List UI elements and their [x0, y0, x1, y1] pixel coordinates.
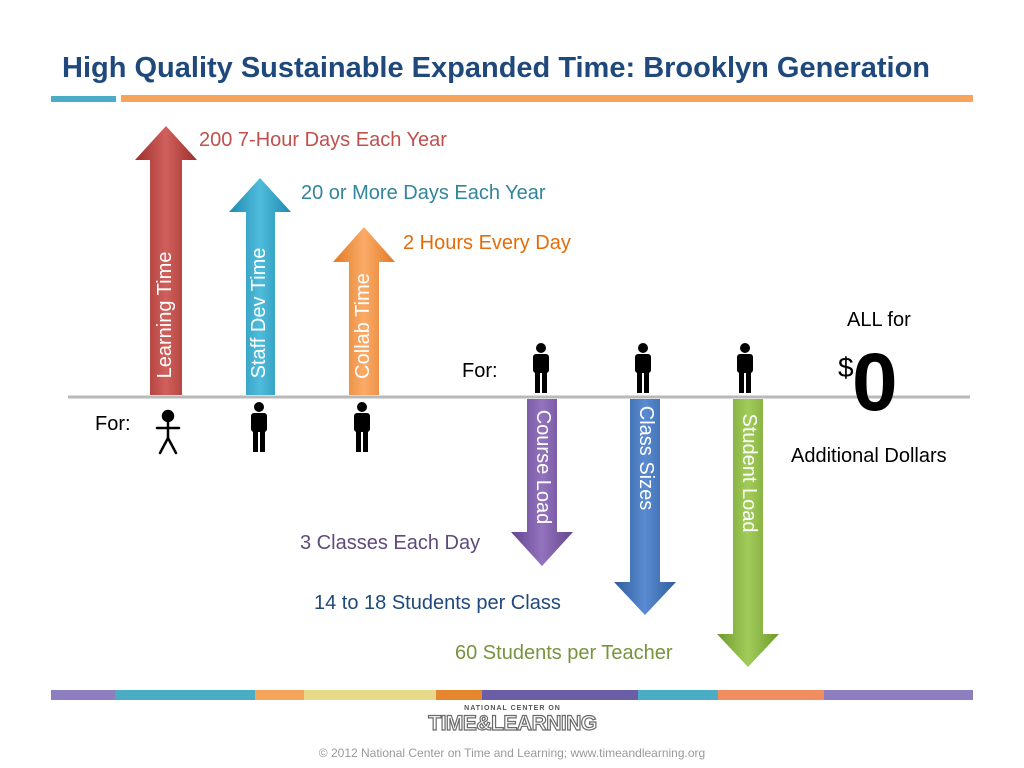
learning-time-arrow — [135, 126, 197, 395]
student-load-caption: 60 Students per Teacher — [455, 642, 673, 664]
staff-dev-time-arrow — [229, 178, 291, 395]
page-title: High Quality Sustainable Expanded Time: … — [62, 52, 931, 84]
course-load-label: Course Load — [532, 409, 554, 525]
student-figure-icon — [155, 409, 181, 455]
logo-line1: NATIONAL CENTER ON — [464, 705, 561, 712]
student-load-arrow — [717, 399, 779, 667]
title-accent-blue — [51, 96, 116, 102]
class-sizes-caption: 14 to 18 Students per Class — [314, 592, 561, 614]
teacher-icon — [354, 402, 370, 452]
for-label-left: For: — [95, 413, 131, 435]
all-for-label: ALL for — [847, 309, 911, 331]
zero-amount: 0 — [852, 337, 898, 428]
learning-time-caption: 200 7-Hour Days Each Year — [199, 129, 447, 151]
staff-dev-time-label: Staff Dev Time — [248, 247, 270, 379]
class-sizes-arrow — [614, 399, 676, 615]
learning-time-label: Learning Time — [154, 251, 176, 379]
teacher-icon — [635, 343, 651, 393]
course-load-arrow — [511, 399, 573, 566]
for-label-right: For: — [462, 360, 498, 382]
bottom-stripe — [51, 690, 973, 700]
logo-line2: TIME&LEARNING — [428, 711, 598, 735]
class-sizes-label: Class Sizes — [635, 405, 657, 511]
teacher-icon — [533, 343, 549, 393]
collab-time-caption: 2 Hours Every Day — [403, 232, 571, 254]
copyright-footer: © 2012 National Center on Time and Learn… — [318, 746, 706, 760]
teacher-icon — [737, 343, 753, 393]
currency-symbol: $ — [838, 352, 854, 383]
ncl-logo: NATIONAL CENTER ON TIME&LEARNING — [425, 705, 600, 739]
teacher-icon — [251, 402, 267, 452]
title-accent-orange — [121, 95, 973, 102]
additional-dollars-label: Additional Dollars — [791, 445, 947, 467]
student-load-label: Student Load — [738, 413, 760, 533]
collab-time-arrow — [333, 227, 395, 395]
staff-dev-time-caption: 20 or More Days Each Year — [301, 182, 546, 204]
course-load-caption: 3 Classes Each Day — [300, 532, 481, 554]
collab-time-label: Collab Time — [352, 273, 374, 379]
